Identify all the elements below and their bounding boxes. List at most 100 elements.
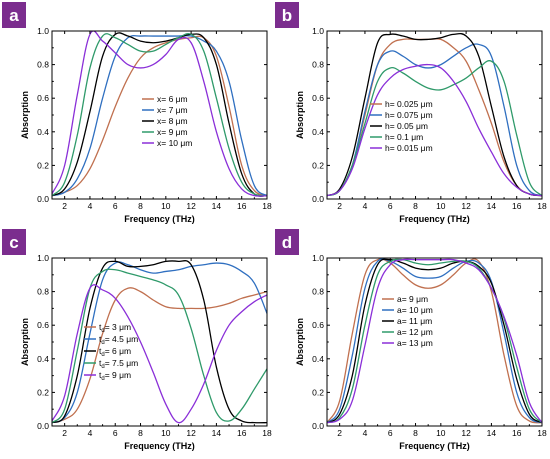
y-axis-label: Absorption [20,91,30,139]
chart-panel-c: c 2 4 6 8 10 12 14 16 18 0.0 0.2 0.4 0.6 0.8 1.0 Frequen… [2,229,272,451]
legend-label: a= 10 μm [397,305,433,315]
x-tick-label: 6 [388,428,393,438]
y-axis-label: Absorption [295,318,305,366]
x-tick-label: 14 [487,428,497,438]
series-line-2 [327,43,542,197]
x-tick-label: 8 [138,201,143,211]
x-axis-label: Frequency (THz) [399,441,470,451]
y-tick-label: 0.2 [312,387,324,397]
series-line-5 [52,31,267,197]
legend-label: td= 3 μm [99,322,131,334]
legend-label: x= 6 μm [157,94,188,104]
legend-label: h= 0.05 μm [385,121,428,131]
x-tick-label: 2 [337,201,342,211]
y-tick-label: 0.8 [312,60,324,70]
y-tick-label: 0.0 [312,421,324,431]
series-line-4 [327,258,542,424]
y-tick-label: 0.8 [37,287,49,297]
series-line-4 [52,268,267,424]
legend-label: a= 11 μm [397,316,432,326]
series-line-5 [52,284,267,424]
x-tick-label: 16 [237,428,247,438]
y-tick-label: 0.8 [37,60,49,70]
x-tick-label: 2 [62,201,67,211]
legend-label: td= 6 μm [99,346,131,358]
chart-panel-b: b 2 4 6 8 10 12 14 16 18 0.0 0.2 0.4 0.6 0.8 1.0 Frequen… [275,2,547,224]
legend-label: h= 0.1 μm [385,132,423,142]
legend: a= 9 μma= 10 μma= 11 μma= 12 μma= 13 μm [382,294,433,348]
legend-label: x= 8 μm [157,116,188,126]
x-tick-label: 14 [212,201,222,211]
y-axis-label: Absorption [20,318,30,366]
legend-label: td= 9 μm [99,370,131,382]
x-tick-label: 2 [337,428,342,438]
legend-label: x= 9 μm [157,127,188,137]
y-tick-label: 0.6 [312,320,324,330]
panel-badge [2,229,26,255]
series-line-5 [327,258,542,424]
x-tick-label: 12 [186,201,196,211]
series-line-3 [327,32,542,197]
series-line-1 [327,258,542,424]
panel-label: c [9,233,18,252]
y-tick-label: 0.2 [37,160,49,170]
series-line-1 [52,287,267,424]
panel-badge [2,2,26,28]
legend-label: x= 10 μm [157,138,192,148]
panel-label: a [9,6,19,25]
x-tick-label: 10 [161,201,171,211]
panel-badge [275,2,299,28]
series-line-4 [52,32,267,197]
x-tick-label: 4 [363,201,368,211]
x-tick-label: 10 [436,201,446,211]
x-axis-label: Frequency (THz) [124,214,195,224]
series-line-2 [52,34,267,197]
y-tick-label: 1.0 [37,26,49,36]
legend: x= 6 μmx= 7 μmx= 8 μmx= 9 μmx= 10 μm [142,94,192,148]
legend-label: td= 7.5 μm [99,358,138,370]
legend-label: a= 12 μm [397,327,433,337]
series-line-2 [52,261,267,424]
x-tick-label: 6 [113,201,118,211]
series-line-4 [327,60,542,197]
legend-label: x= 7 μm [157,105,188,115]
y-tick-label: 0.4 [37,127,49,137]
y-tick-label: 0.0 [312,194,324,204]
x-tick-label: 16 [512,428,522,438]
series-line-3 [52,260,267,424]
x-tick-label: 4 [363,428,368,438]
legend-label: h= 0.025 μm [385,99,433,109]
series-line-3 [327,258,542,424]
chart-panel-a: a 2 4 6 8 10 12 14 16 18 0.0 0.2 0.4 0.6 0.8 1.0 Frequen… [2,2,272,224]
panel-label: b [282,6,292,25]
x-tick-label: 8 [413,201,418,211]
x-axis-label: Frequency (THz) [399,214,470,224]
x-tick-label: 2 [62,428,67,438]
legend-label: h= 0.015 μm [385,143,433,153]
legend-label: td= 4.5 μm [99,334,138,346]
y-tick-label: 0.2 [312,160,324,170]
y-tick-label: 0.0 [37,421,49,431]
panel-badge [275,229,299,255]
x-tick-label: 6 [388,201,393,211]
x-tick-label: 16 [237,201,247,211]
x-tick-label: 18 [262,428,272,438]
series-line-3 [52,32,267,197]
y-tick-label: 0.6 [37,93,49,103]
legend: h= 0.025 μmh= 0.075 μmh= 0.05 μmh= 0.1 μ… [370,99,433,153]
x-tick-label: 4 [88,428,93,438]
x-tick-label: 10 [436,428,446,438]
y-tick-label: 1.0 [312,253,324,263]
x-tick-label: 12 [186,428,196,438]
y-tick-label: 0.8 [312,287,324,297]
x-tick-label: 10 [161,428,171,438]
y-tick-label: 0.6 [312,93,324,103]
x-tick-label: 14 [487,201,497,211]
series-line-5 [327,63,542,197]
y-tick-label: 0.4 [312,127,324,137]
x-tick-label: 18 [262,201,272,211]
x-tick-label: 18 [537,201,547,211]
x-tick-label: 8 [138,428,143,438]
